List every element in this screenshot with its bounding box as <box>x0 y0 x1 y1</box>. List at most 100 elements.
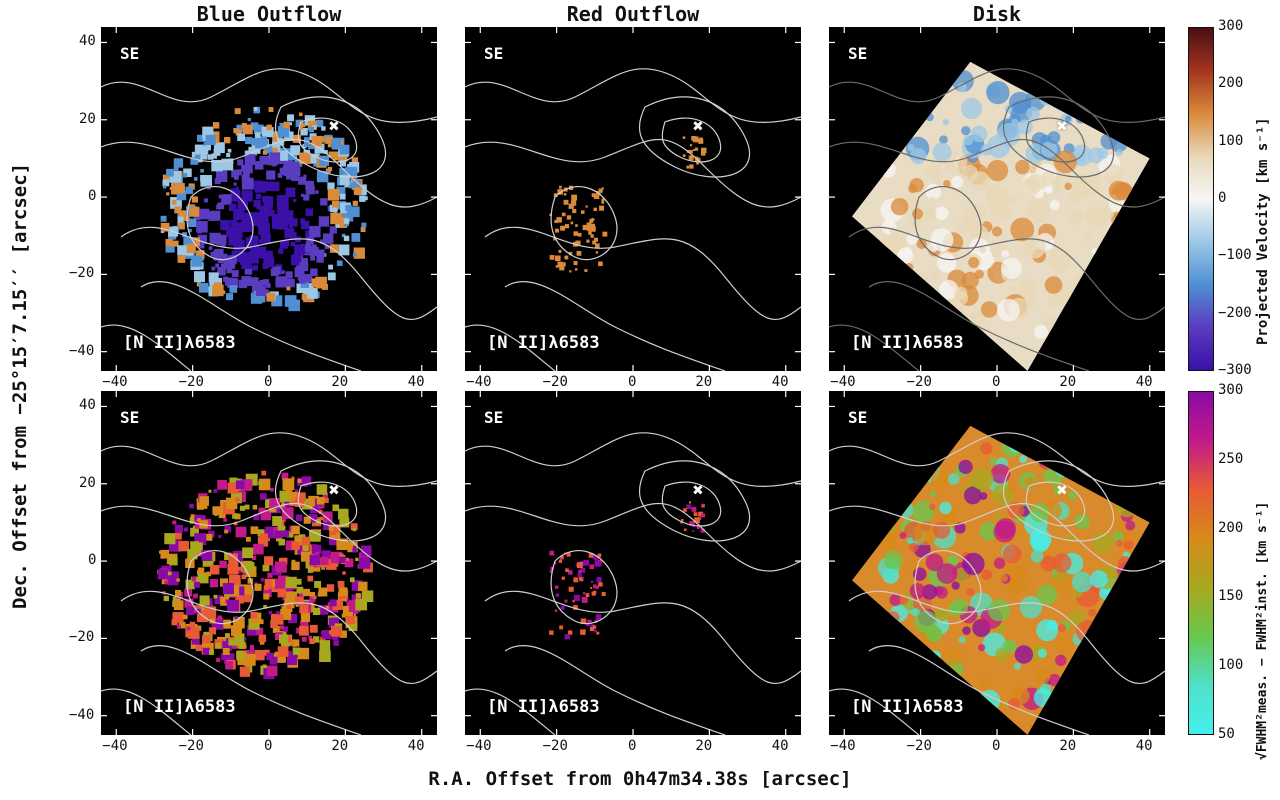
y-axis-label: Dec. Offset from −25°15′7.15′′ [arcsec] <box>9 162 31 609</box>
x-tick-label: 20 <box>1059 738 1077 754</box>
x-tick-label: −20 <box>542 374 568 390</box>
panel-blue-outflow-velocity: SE ✖ [N II]λ6583 <box>101 27 437 371</box>
x-tick-label: −40 <box>102 374 128 390</box>
se-direction-label: SE <box>120 44 140 63</box>
colorbar-tick-label: 200 <box>1218 519 1244 536</box>
intensity-contours <box>829 432 1165 735</box>
map-image <box>829 27 1165 371</box>
velocity-colorbar <box>1188 27 1214 371</box>
x-tick-label: 40 <box>407 738 425 754</box>
y-tick-label: 40 <box>79 397 96 414</box>
intensity-contours <box>829 68 1165 371</box>
intensity-contours <box>465 432 801 735</box>
x-tick-label: −40 <box>830 738 856 754</box>
axis-ticks <box>465 27 801 371</box>
se-direction-label: SE <box>848 408 868 427</box>
y-tick-label: −40 <box>69 342 95 359</box>
panel-disk-fwhm: SE ✖ [N II]λ6583 <box>829 391 1165 735</box>
colorbar-tick-label: 100 <box>1218 132 1244 149</box>
disk-emission-map <box>851 61 1150 371</box>
y-tick-label: −40 <box>69 706 95 723</box>
y-tick-label: −20 <box>69 629 95 646</box>
map-image <box>829 391 1165 735</box>
intensity-contours <box>101 68 437 371</box>
x-tick-label: 40 <box>1135 374 1153 390</box>
se-direction-label: SE <box>848 44 868 63</box>
velocity-colorbar-label: Projected Velocity [km s⁻¹] <box>1255 117 1271 345</box>
y-tick-label: 20 <box>79 474 96 491</box>
emission-line-label: [N II]λ6583 <box>851 333 964 353</box>
colorbar-tick-label: −300 <box>1218 362 1252 378</box>
red-outflow-emission-map <box>549 135 707 273</box>
x-tick-label: −40 <box>102 738 128 754</box>
x-tick-label: −20 <box>542 738 568 754</box>
colorbar-tick-label: 100 <box>1218 657 1244 674</box>
x-tick-label: 0 <box>992 738 1001 754</box>
emission-line-label: [N II]λ6583 <box>851 697 964 717</box>
map-image <box>101 391 437 735</box>
emission-line-label: [N II]λ6583 <box>123 697 236 717</box>
x-tick-label: 20 <box>331 374 349 390</box>
x-tick-label: −20 <box>906 374 932 390</box>
colorbar-tick-label: 0 <box>1218 190 1227 206</box>
emission-line-label: [N II]λ6583 <box>487 333 600 353</box>
x-tick-label: 40 <box>1135 738 1153 754</box>
y-tick-label: 20 <box>79 110 96 127</box>
colorbar-tick-label: −200 <box>1218 304 1252 321</box>
axis-ticks <box>829 391 1165 735</box>
x-tick-label: 0 <box>628 738 637 754</box>
x-axis-label: R.A. Offset from 0h47m34.38s [arcsec] <box>428 768 852 790</box>
column-title-disk: Disk <box>972 2 1022 26</box>
x-tick-label: 20 <box>695 738 713 754</box>
emission-line-label: [N II]λ6583 <box>123 333 236 353</box>
x-tick-label: −20 <box>178 374 204 390</box>
y-tick-label: 0 <box>88 188 97 205</box>
y-tick-label: −20 <box>69 265 95 282</box>
colorbar-tick-label: 50 <box>1218 726 1235 742</box>
intensity-contours <box>465 68 801 371</box>
x-tick-label: −20 <box>906 738 932 754</box>
x-tick-label: 0 <box>264 738 273 754</box>
fwhm-colorbar <box>1188 391 1214 735</box>
emission-line-label: [N II]λ6583 <box>487 697 600 717</box>
fwhm-colorbar-label: √FWHM²meas. − FWHM²inst. [km s⁻¹] <box>1255 501 1270 760</box>
x-tick-label: 0 <box>992 374 1001 390</box>
x-tick-label: 0 <box>628 374 637 390</box>
disk-emission-map <box>851 425 1150 735</box>
y-tick-label: 40 <box>79 33 96 50</box>
colorbar-tick-label: −100 <box>1218 247 1252 264</box>
se-direction-label: SE <box>120 408 140 427</box>
x-tick-label: −40 <box>466 374 492 390</box>
panel-disk-velocity: SE ✖ [N II]λ6583 <box>829 27 1165 371</box>
x-tick-label: −20 <box>178 738 204 754</box>
map-image <box>101 27 437 371</box>
x-tick-label: −40 <box>466 738 492 754</box>
map-image <box>465 391 801 735</box>
axis-ticks <box>465 391 801 735</box>
blue-outflow-emission-map <box>157 470 374 680</box>
red-outflow-emission-map <box>549 501 706 640</box>
se-direction-label: SE <box>484 408 504 427</box>
colorbar-tick-label: 250 <box>1218 450 1244 467</box>
x-tick-label: 20 <box>331 738 349 754</box>
x-tick-label: 40 <box>771 374 789 390</box>
colorbar-tick-label: 300 <box>1218 382 1244 398</box>
blue-outflow-emission-map <box>160 106 368 312</box>
nucleus-marker-icon: ✖ <box>692 116 704 138</box>
x-tick-label: 0 <box>264 374 273 390</box>
nucleus-marker-icon: ✖ <box>1056 480 1068 502</box>
nucleus-marker-icon: ✖ <box>1056 116 1068 138</box>
x-tick-label: 20 <box>695 374 713 390</box>
column-title-red-outflow: Red Outflow <box>566 2 700 26</box>
se-direction-label: SE <box>484 44 504 63</box>
column-title-blue-outflow: Blue Outflow <box>196 2 342 26</box>
x-tick-label: 40 <box>771 738 789 754</box>
panel-red-outflow-fwhm: SE ✖ [N II]λ6583 <box>465 391 801 735</box>
colorbar-tick-label: 200 <box>1218 75 1244 92</box>
intensity-contours <box>101 432 437 735</box>
x-tick-label: −40 <box>830 374 856 390</box>
colorbar-tick-label: 300 <box>1218 18 1244 34</box>
x-tick-label: 20 <box>1059 374 1077 390</box>
nucleus-marker-icon: ✖ <box>328 116 340 138</box>
colorbar-tick-label: 150 <box>1218 588 1244 605</box>
